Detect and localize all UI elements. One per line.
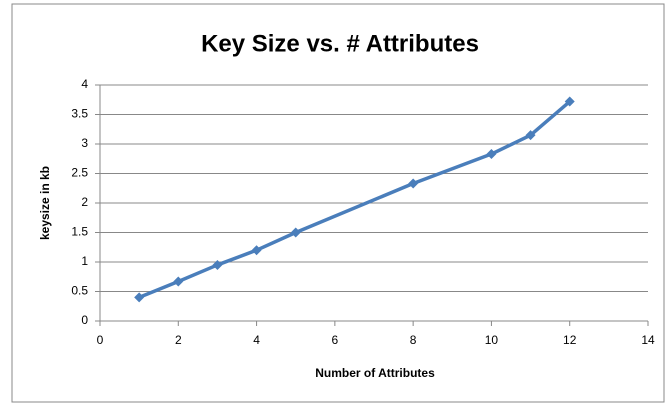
x-tick-label: 6 [332,333,339,347]
marker [486,149,497,160]
marker [564,96,575,107]
x-tick-label: 10 [485,333,499,347]
x-tick-label: 4 [253,333,260,347]
x-tick-label: 14 [641,333,655,347]
x-tick-label: 0 [97,333,104,347]
y-tick-label: 3 [81,136,88,150]
x-tick-label: 2 [175,333,182,347]
marker [525,130,536,141]
y-tick-label: 1.5 [71,225,88,239]
y-tick-label: 1 [81,254,88,268]
y-tick-label: 2.5 [71,166,88,180]
x-axis-label: Number of Attributes [315,366,435,380]
y-axis-label: keysize in kb [38,166,52,240]
marker [290,227,301,238]
marker [212,259,223,270]
y-tick-label: 0.5 [71,284,88,298]
marker [408,178,419,189]
x-tick-label: 8 [410,333,417,347]
y-tick-label: 4 [81,77,88,91]
y-tick-label: 3.5 [71,107,88,121]
marker [134,292,145,303]
marker [251,245,262,256]
y-tick-label: 2 [81,195,88,209]
x-tick-label: 12 [563,333,577,347]
chart-title: Key Size vs. # Attributes [201,30,479,57]
marker [173,276,184,287]
y-tick-label: 0 [81,313,88,327]
